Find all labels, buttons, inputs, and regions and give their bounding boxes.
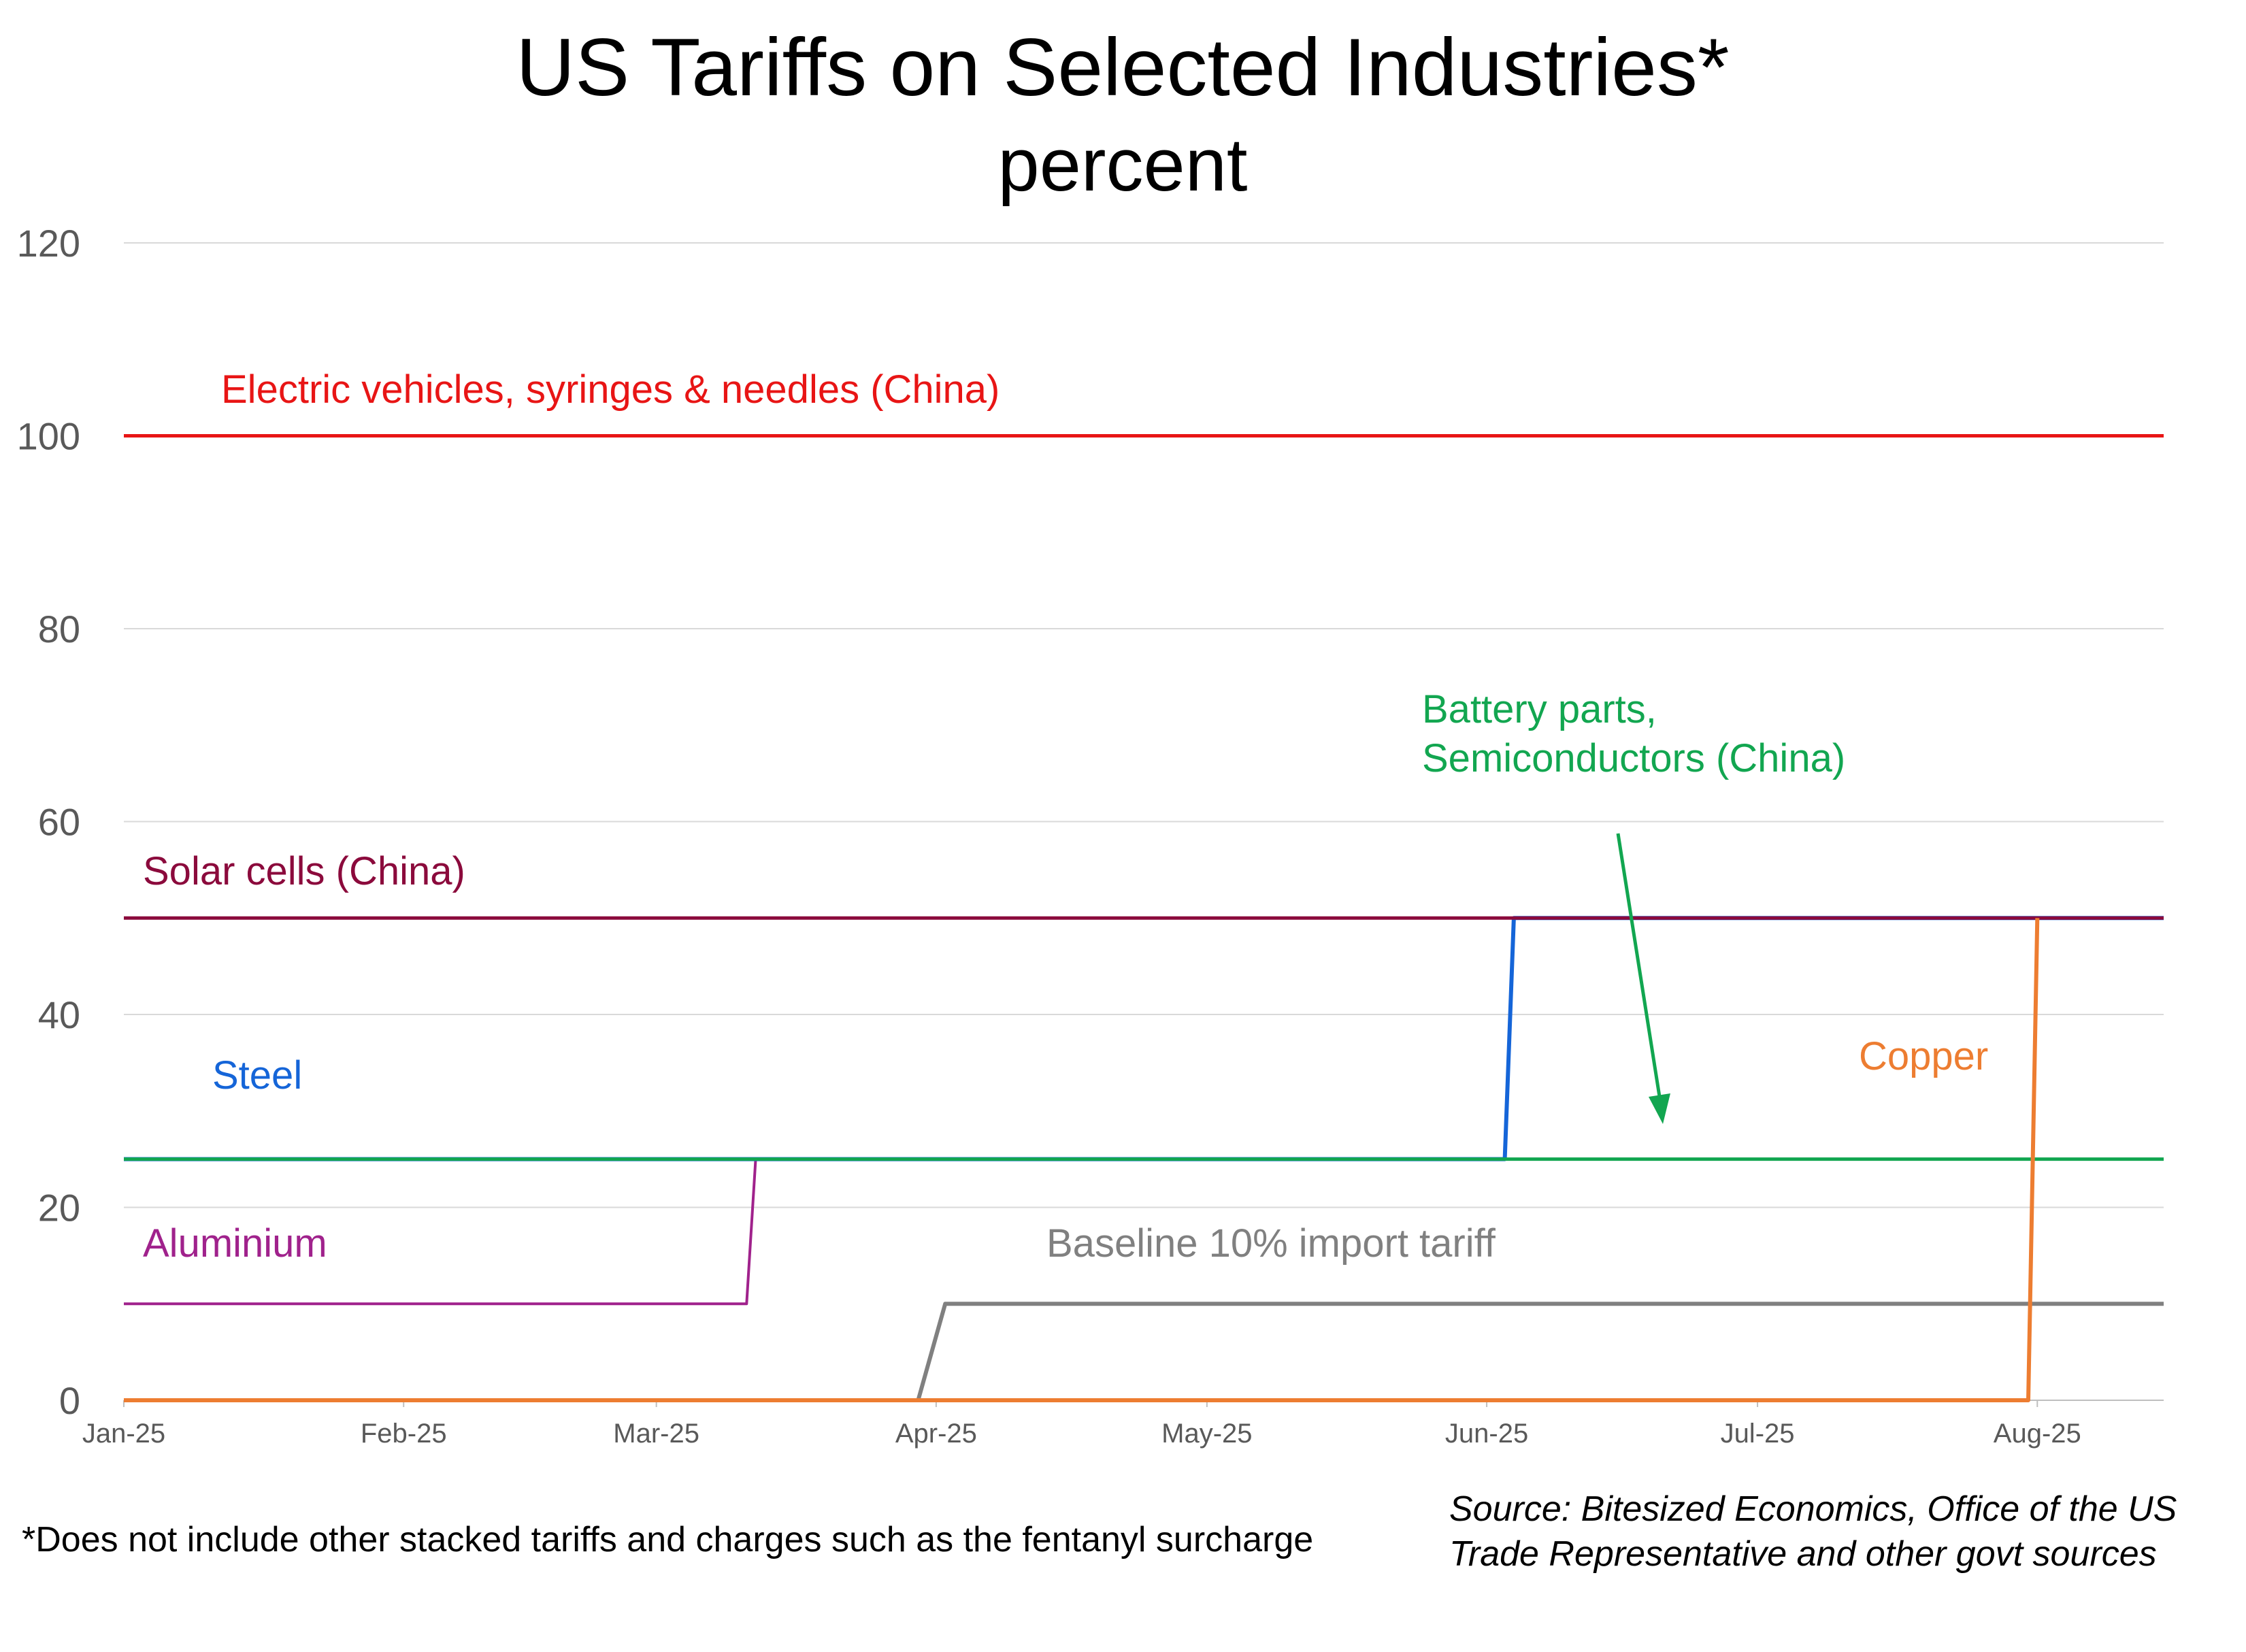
series-line-steel — [124, 916, 2164, 1161]
label-copper: Copper — [1859, 1034, 1988, 1078]
label-electric-vehicles: Electric vehicles, syringes & needles (C… — [221, 367, 1000, 412]
x-tick-label-Apr-25: Apr-25 — [895, 1419, 977, 1449]
x-tick-label-Feb-25: Feb-25 — [361, 1419, 447, 1449]
annotations: Electric vehicles, syringes & needles (C… — [143, 367, 1988, 1266]
x-tick-label-Jan-25: Jan-25 — [82, 1419, 165, 1449]
series-line-copper — [124, 918, 2040, 1402]
y-tick-label-100: 100 — [17, 415, 80, 458]
label-battery-parts-line2: Semiconductors (China) — [1422, 736, 1845, 780]
x-tick-label-May-25: May-25 — [1161, 1419, 1252, 1449]
label-baseline-tariff: Baseline 10% import tariff — [1046, 1221, 1496, 1266]
x-tick-label-Jul-25: Jul-25 — [1721, 1419, 1795, 1449]
series-line-baseline-10-import-tariff — [124, 1302, 2164, 1402]
y-tick-label-0: 0 — [59, 1379, 80, 1422]
label-solar-cells: Solar cells (China) — [143, 849, 465, 893]
battery-arrow-line — [1616, 833, 1662, 1102]
y-tick-label-120: 120 — [17, 222, 80, 265]
series-lines — [124, 434, 2164, 1402]
label-battery-parts-line1: Battery parts, — [1422, 687, 1657, 731]
x-tick-label-Jun-25: Jun-25 — [1445, 1419, 1528, 1449]
label-steel: Steel — [212, 1053, 302, 1097]
footnote: *Does not include other stacked tariffs … — [22, 1520, 1314, 1559]
y-tick-label-20: 20 — [38, 1187, 80, 1229]
chart-subtitle: percent — [998, 123, 1248, 207]
x-tick-label-Mar-25: Mar-25 — [613, 1419, 699, 1449]
battery-arrow-head — [1649, 1093, 1670, 1124]
y-tick-label-60: 60 — [38, 801, 80, 844]
x-tick-label-Aug-25: Aug-25 — [1994, 1419, 2081, 1449]
chart-title: US Tariffs on Selected Industries* — [516, 22, 1729, 113]
source-note: Source: Bitesized Economics, Office of t… — [1449, 1489, 2177, 1574]
x-axis: Jan-25 Feb-25 Mar-25 Apr-25 May-25 Jun-25 Jul-… — [82, 1400, 2164, 1449]
y-tick-label-80: 80 — [38, 608, 80, 650]
label-aluminium: Aluminium — [143, 1221, 327, 1266]
y-tick-label-40: 40 — [38, 993, 80, 1036]
y-axis-ticks: 0 20 40 60 80 100 120 — [17, 222, 80, 1422]
